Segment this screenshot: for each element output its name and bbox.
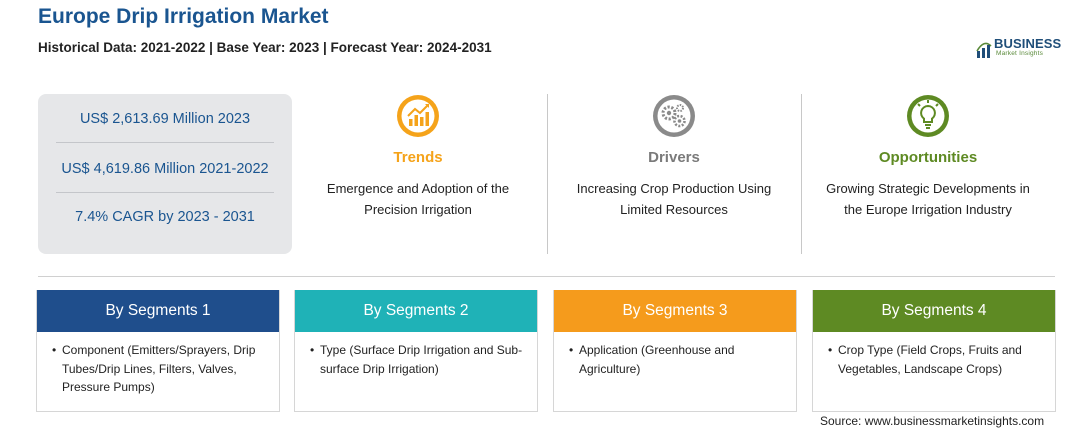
segment-4-line: Crop Type (Field Crops, Fruits and: [838, 343, 1022, 357]
segment-card-2: By Segments 2 • Type (Surface Drip Irrig…: [294, 290, 538, 412]
lightbulb-icon: [907, 95, 949, 137]
opportunities-text-line: Growing Strategic Developments in: [826, 181, 1030, 196]
segment-1-line: Pressure Pumps): [62, 380, 155, 394]
segment-4-line: Vegetables, Landscape Crops): [838, 361, 1003, 376]
gears-icon: [653, 95, 695, 137]
segment-card-4: By Segments 4 • Crop Type (Field Crops, …: [812, 290, 1056, 412]
segment-2-body: • Type (Surface Drip Irrigation and Sub-…: [295, 332, 537, 378]
segment-1-body: • Component (Emitters/Sprayers, Drip Tub…: [37, 332, 279, 397]
trends-text: Emergence and Adoption of the Precision …: [298, 178, 538, 220]
stat-divider: [56, 142, 274, 143]
opportunities-text-line: the Europe Irrigation Industry: [844, 202, 1012, 217]
trend-chart-icon: [397, 95, 439, 137]
logo-tagline: Market Insights: [996, 50, 1044, 57]
drivers-text-line: Limited Resources: [620, 202, 728, 217]
segment-2-title: By Segments 2: [295, 290, 537, 332]
bullet-icon: •: [52, 343, 57, 357]
source-note: Source: www.businessmarketinsights.com: [820, 414, 1045, 428]
segment-4-body: • Crop Type (Field Crops, Fruits and Veg…: [813, 332, 1055, 378]
bullet-icon: •: [828, 343, 833, 357]
page-subtitle: Historical Data: 2021-2022 | Base Year: …: [38, 40, 492, 55]
segment-3-line: Application (Greenhouse and: [579, 343, 735, 357]
column-divider: [547, 94, 548, 254]
segment-3-body: • Application (Greenhouse and Agricultur…: [554, 332, 796, 378]
logo-bars-icon: [976, 42, 992, 58]
segment-card-3: By Segments 3 • Application (Greenhouse …: [553, 290, 797, 412]
segment-card-1: By Segments 1 • Component (Emitters/Spra…: [36, 290, 280, 412]
column-divider: [801, 94, 802, 254]
section-divider: [38, 276, 1055, 277]
segment-1-line: Component (Emitters/Sprayers, Drip: [62, 343, 256, 357]
bullet-icon: •: [569, 343, 574, 357]
drivers-text: Increasing Crop Production Using Limited…: [554, 178, 794, 220]
stats-panel: US$ 2,613.69 Million 2023 US$ 4,619.86 M…: [38, 94, 292, 254]
drivers-text-line: Increasing Crop Production Using: [576, 181, 772, 196]
stat-cagr: 7.4% CAGR by 2023 - 2031: [75, 209, 255, 225]
stat-divider: [56, 192, 274, 193]
page-title: Europe Drip Irrigation Market: [38, 5, 329, 28]
trends-text-line: Emergence and Adoption of the: [326, 181, 510, 196]
opportunities-text: Growing Strategic Developments in the Eu…: [808, 178, 1048, 220]
segment-3-title: By Segments 3: [554, 290, 796, 332]
segment-4-title: By Segments 4: [813, 290, 1055, 332]
bullet-icon: •: [310, 343, 315, 357]
stat-market-size-2023: US$ 2,613.69 Million 2023: [79, 111, 251, 127]
trends-text-line: Precision Irrigation: [364, 202, 472, 217]
segment-1-title: By Segments 1: [37, 290, 279, 332]
drivers-label: Drivers: [648, 149, 700, 166]
brand-logo: BUSINESS Market Insights: [975, 35, 1065, 61]
segment-3-line: Agriculture): [579, 361, 641, 376]
logo-name: BUSINESS: [994, 36, 1062, 51]
stat-market-size-historical: US$ 4,619.86 Million 2021-2022: [61, 161, 269, 177]
trends-label: Trends: [393, 149, 443, 166]
segment-1-line: Tubes/Drip Lines, Filters, Valves,: [62, 361, 237, 376]
segment-2-line: surface Drip Irrigation): [320, 361, 439, 376]
opportunities-label: Opportunities: [878, 149, 978, 166]
segment-2-line: Type (Surface Drip Irrigation and Sub-: [320, 343, 523, 357]
